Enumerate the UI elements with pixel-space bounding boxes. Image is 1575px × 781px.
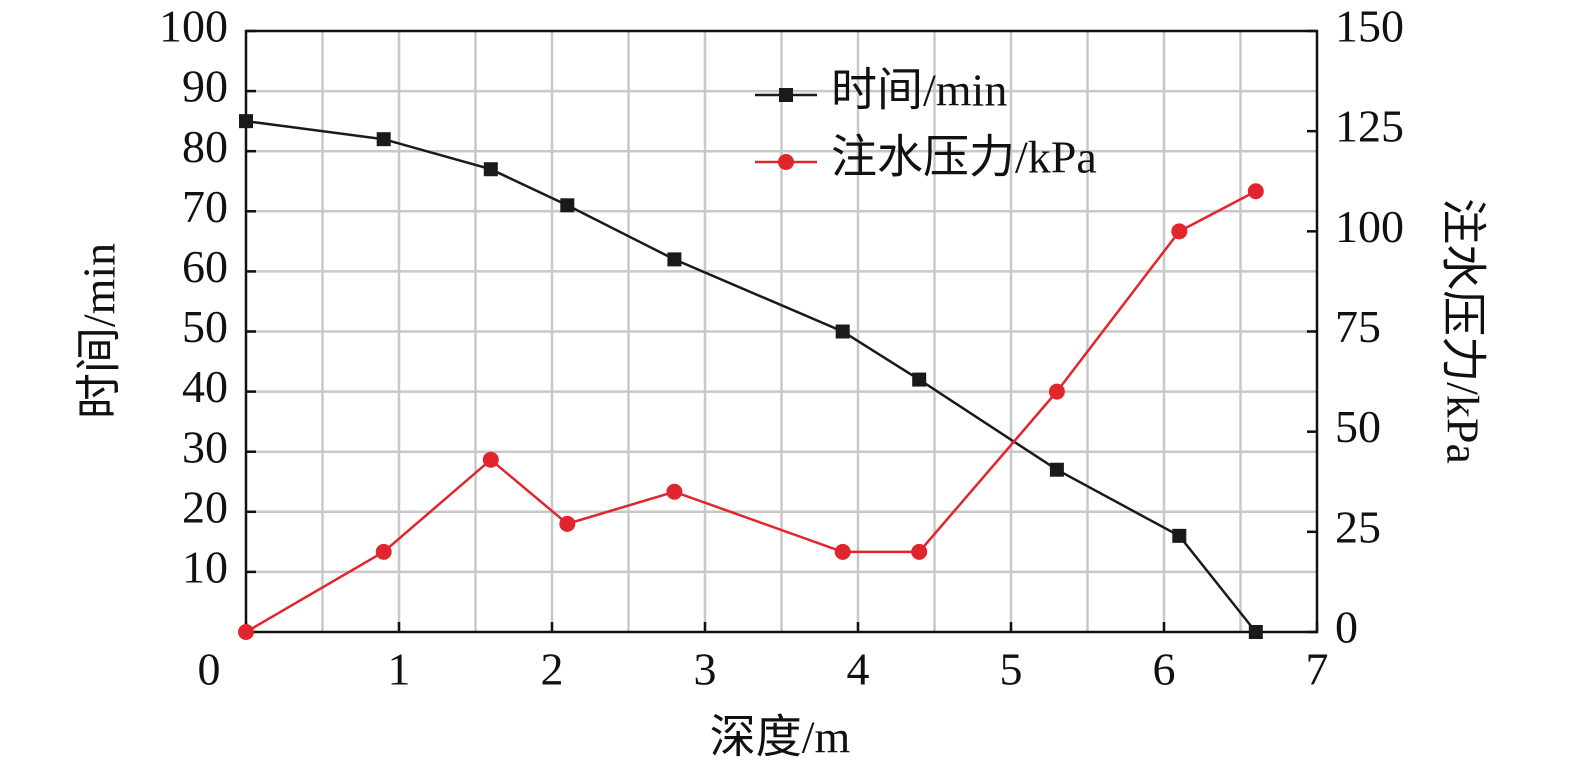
y-tick-label: 100 <box>159 1 228 52</box>
data-point <box>666 483 683 500</box>
y2-tick-label: 50 <box>1335 401 1381 452</box>
y-tick-label: 10 <box>182 541 228 592</box>
legend-marker <box>779 88 793 102</box>
data-point <box>483 162 498 177</box>
y-tick-label: 70 <box>182 181 228 232</box>
data-point <box>560 198 575 213</box>
y2-tick-label: 75 <box>1335 301 1381 352</box>
legend-marker <box>778 154 794 170</box>
y-axis-label: 时间/min <box>74 243 125 419</box>
y-tick-label: 50 <box>182 301 228 352</box>
legend-label: 时间/min <box>831 65 1007 116</box>
y2-tick-label: 100 <box>1335 201 1404 252</box>
x-tick-label: 5 <box>1000 644 1023 695</box>
data-point <box>911 543 928 560</box>
data-point <box>482 451 499 468</box>
x-tick-label: 3 <box>694 644 717 695</box>
y-tick-label: 60 <box>182 241 228 292</box>
data-point <box>1048 383 1065 400</box>
data-point <box>1171 223 1188 240</box>
x-tick-label: 7 <box>1306 644 1329 695</box>
data-point <box>912 372 927 387</box>
y2-tick-label: 150 <box>1335 1 1404 52</box>
y2-tick-label: 0 <box>1335 602 1358 653</box>
data-point <box>375 543 392 560</box>
y-tick-label: 20 <box>182 481 228 532</box>
data-point <box>1172 528 1187 543</box>
x-tick-label: 2 <box>541 644 564 695</box>
y-tick-label: 40 <box>182 361 228 412</box>
series-line <box>245 190 1257 634</box>
y-tick-label: 80 <box>182 121 228 172</box>
x-tick-label: 6 <box>1153 644 1176 695</box>
data-point <box>1248 625 1263 639</box>
data-point <box>834 543 851 560</box>
y-tick-label: 90 <box>182 61 228 112</box>
y-tick-label: 30 <box>182 421 228 472</box>
legend-label: 注水压力/kPa <box>831 132 1097 183</box>
data-point <box>835 324 850 339</box>
y2-tick-label: 25 <box>1335 501 1381 552</box>
y2-tick-label: 125 <box>1335 101 1404 152</box>
x-tick-label: 0 <box>198 644 221 695</box>
x-axis-label: 深度/m <box>710 712 851 763</box>
y2-axis-label: 注水压力/kPa <box>1437 198 1488 464</box>
x-tick-label: 1 <box>388 644 411 695</box>
series-line <box>245 119 1257 633</box>
data-point <box>238 624 254 640</box>
plot-frame <box>244 29 1319 634</box>
data-point <box>1049 462 1064 477</box>
data-point <box>1247 183 1264 200</box>
data-point <box>376 132 391 147</box>
data-point <box>559 515 576 532</box>
data-point <box>667 252 682 267</box>
data-point <box>239 114 253 129</box>
x-tick-label: 4 <box>847 644 870 695</box>
